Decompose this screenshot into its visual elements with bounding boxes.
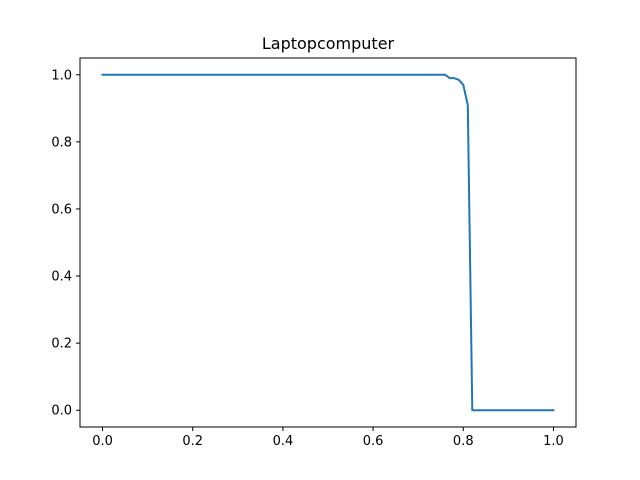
y-tick-label: 0.6	[51, 202, 72, 217]
y-tick-label: 0.8	[51, 135, 72, 150]
y-tick-label: 0.4	[51, 270, 72, 285]
chart-title: Laptopcomputer	[262, 34, 395, 53]
x-tick-label: 0.4	[273, 434, 294, 449]
axes-frame	[79, 57, 577, 428]
x-tick-label: 0.6	[363, 434, 384, 449]
x-axis: 0.0 0.2 0.4 0.6 0.8 1.0	[92, 427, 564, 449]
y-axis: 0.0 0.2 0.4 0.6 0.8 1.0	[51, 68, 80, 419]
x-tick-label: 0.8	[453, 434, 474, 449]
x-tick-label: 0.0	[92, 434, 113, 449]
plot-area	[101, 73, 555, 412]
x-tick-label: 0.2	[182, 434, 203, 449]
y-tick-label: 0.0	[51, 404, 72, 419]
series-line-0	[101, 73, 555, 412]
y-tick-label: 1.0	[51, 68, 72, 83]
x-tick-label: 1.0	[543, 434, 564, 449]
y-tick-label: 0.2	[51, 337, 72, 352]
